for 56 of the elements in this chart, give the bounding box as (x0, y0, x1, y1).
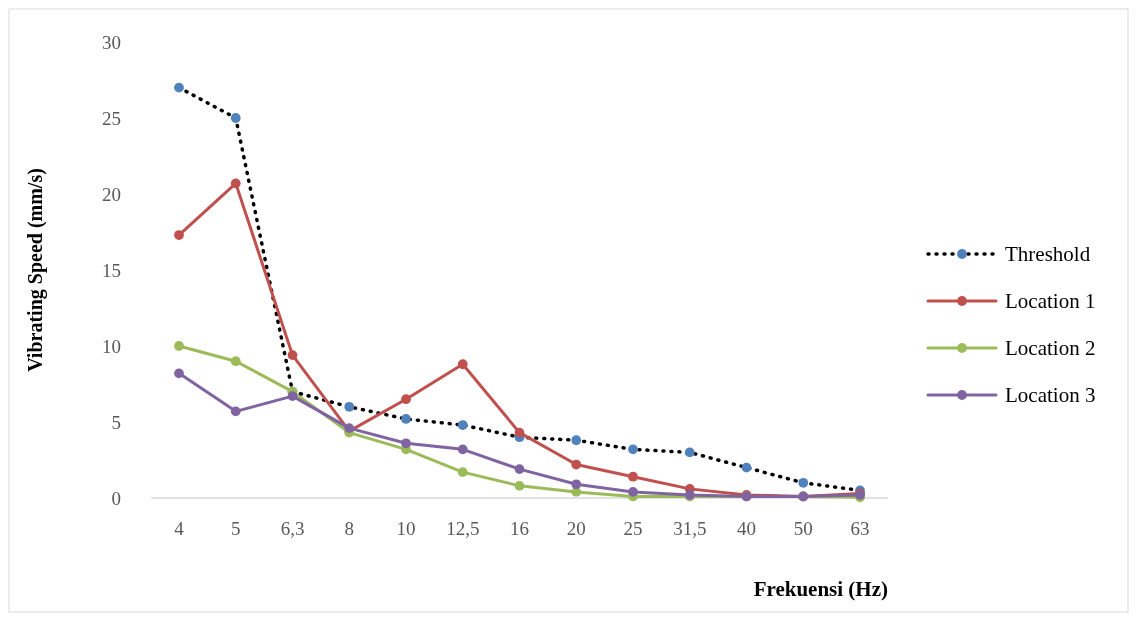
point (628, 487, 638, 497)
y-tick-label: 25 (102, 107, 121, 129)
point (174, 368, 184, 379)
point (628, 471, 638, 482)
point (798, 477, 809, 488)
point (514, 464, 525, 474)
point (457, 444, 468, 455)
x-tick-label: 6,3 (280, 518, 305, 539)
legend-label: Location 2 (1005, 336, 1096, 361)
point (287, 391, 298, 402)
point (514, 427, 525, 438)
point (457, 359, 468, 370)
point (174, 82, 184, 93)
x-axis-title: Frekuensi (Hz) (753, 577, 888, 601)
point (401, 414, 411, 424)
point (401, 438, 411, 449)
point (514, 480, 525, 491)
point (174, 341, 184, 351)
x-tick-label: 40 (737, 518, 756, 539)
y-tick-label: 10 (102, 335, 121, 357)
y-tick-label: 20 (102, 183, 121, 205)
point (684, 447, 695, 458)
y-tick-label: 0 (111, 487, 121, 509)
point (571, 459, 582, 470)
point (230, 113, 241, 123)
point (628, 444, 638, 455)
x-tick-label: 4 (174, 518, 185, 539)
point (174, 230, 184, 240)
point (457, 420, 468, 430)
x-tick-label: 63 (850, 518, 870, 539)
point (344, 401, 355, 412)
point (230, 406, 241, 417)
point (571, 435, 582, 446)
point (571, 479, 582, 490)
point (230, 356, 241, 367)
x-tick-label: 50 (793, 518, 813, 539)
point (457, 467, 468, 478)
x-tick-label: 12,5 (446, 518, 480, 539)
x-tick-label: 10 (396, 518, 416, 539)
point (401, 394, 411, 405)
x-tick-label: 20 (566, 518, 586, 539)
y-tick-label: 15 (102, 259, 121, 281)
y-tick-label: 30 (102, 31, 121, 53)
x-tick-label: 16 (510, 518, 529, 539)
legend-label: Location 3 (1005, 383, 1096, 408)
legend-label: Location 1 (1005, 289, 1096, 314)
x-tick-label: 8 (344, 518, 354, 539)
point (287, 350, 298, 360)
x-tick-label: 5 (231, 518, 241, 539)
y-axis-title: Vibrating Speed (mm/s) (24, 168, 47, 372)
y-tick-label: 5 (111, 411, 121, 433)
x-tick-label: 31,5 (673, 518, 707, 539)
legend-label: Threshold (1005, 242, 1091, 267)
point (741, 462, 752, 473)
point (230, 178, 241, 189)
x-tick-label: 25 (623, 518, 643, 539)
